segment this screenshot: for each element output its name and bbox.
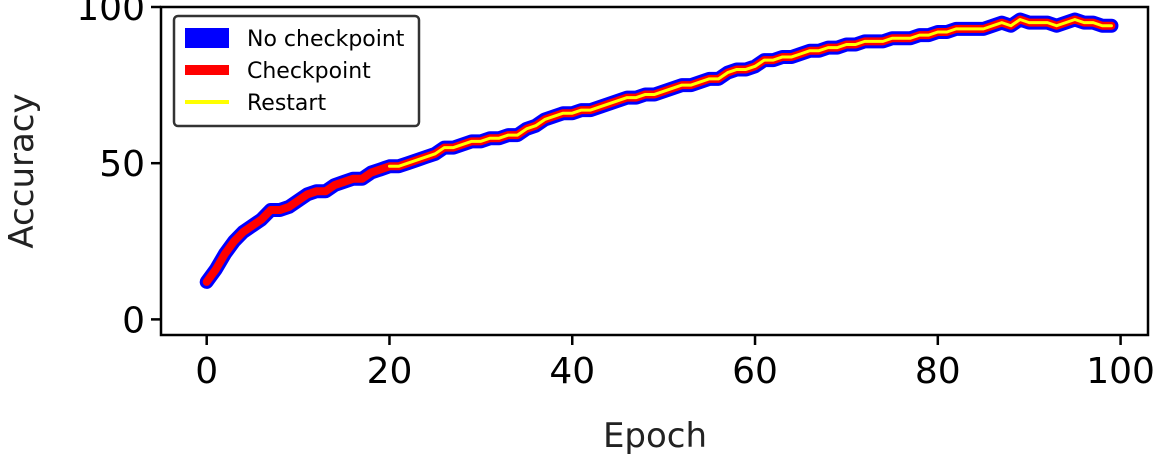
x-tick-label: 0	[195, 351, 218, 392]
plot-frame	[159, 5, 1150, 337]
plot-lines	[199, 12, 1119, 289]
x-axis: 0 20 40 60 80 100	[195, 335, 1155, 392]
x-tick-label: 20	[367, 351, 413, 392]
series-line-restart	[387, 18, 1113, 168]
legend: No checkpoint Checkpoint Restart	[172, 14, 421, 128]
legend-label: No checkpoint	[247, 27, 405, 52]
y-axis-label: Accuracy	[2, 93, 42, 248]
y-tick-label: 0	[122, 300, 145, 341]
legend-label: Restart	[247, 91, 326, 116]
legend-swatch-restart	[185, 100, 229, 104]
x-tick-label: 80	[915, 351, 961, 392]
x-axis-label: Epoch	[603, 416, 707, 456]
legend-swatch-no-checkpoint	[185, 28, 229, 48]
x-tick-label: 60	[732, 351, 778, 392]
y-tick-label: 50	[99, 144, 145, 185]
y-tick-label: 100	[76, 0, 145, 29]
legend-swatch-checkpoint	[185, 65, 229, 75]
x-tick-label: 100	[1086, 351, 1155, 392]
legend-box	[172, 14, 421, 128]
x-tick-label: 40	[549, 351, 595, 392]
y-axis: 0 50 100	[76, 0, 161, 341]
legend-label: Checkpoint	[247, 59, 371, 84]
